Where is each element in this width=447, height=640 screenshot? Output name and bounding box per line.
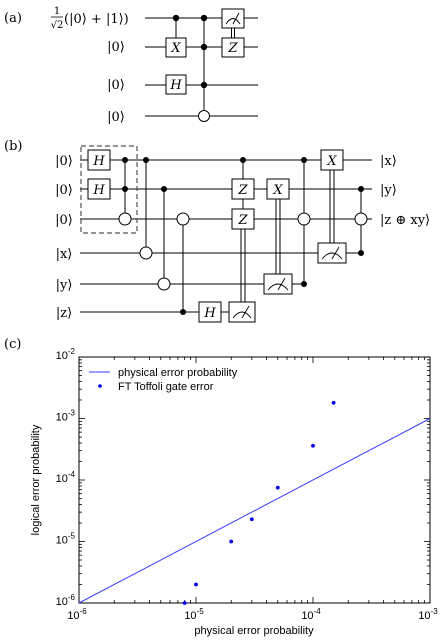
legend-point-swatch xyxy=(98,384,102,388)
legend-entry-line: physical error probability xyxy=(118,367,238,379)
data-point-toffoli-error xyxy=(249,517,254,522)
axis-ticks: 10-6 10-5 10-4 10-3 10-6 10-5 10-4 10-3 10-2 xyxy=(56,347,439,622)
circuit-b-output: |y⟩ xyxy=(380,183,397,198)
h-gate xyxy=(87,149,111,171)
z-gate-label: Z xyxy=(227,41,238,56)
xor-target xyxy=(354,212,368,226)
circuit-b-input: |0⟩ xyxy=(55,183,73,198)
x-tick-label: 10-6 xyxy=(67,607,87,622)
circuit-b-input: |z⟩ xyxy=(56,306,72,321)
xor-target xyxy=(157,277,171,291)
z-gate-label: Z xyxy=(237,213,248,228)
series-layer xyxy=(78,400,431,605)
y-axis-label: logical error probability xyxy=(30,424,42,535)
control-dot xyxy=(200,43,208,51)
series-line-physical-error xyxy=(78,418,431,604)
data-point-toffoli-error xyxy=(275,485,280,490)
circuit-b-input: |y⟩ xyxy=(56,278,73,293)
control-dot xyxy=(122,157,128,163)
circuit-a: 1 √2 (|0⟩ + |1⟩) |0⟩ |0⟩ |0⟩ X H xyxy=(51,6,258,125)
z-gate xyxy=(231,208,255,230)
h-gate-label: H xyxy=(169,78,182,93)
control-dot xyxy=(358,186,364,192)
x-gate xyxy=(165,37,187,58)
xor-target xyxy=(198,110,210,122)
circuit-b-output: |z ⊕ xy⟩ xyxy=(380,213,430,228)
panel-label-a: (a) xyxy=(4,11,22,26)
control-dot xyxy=(200,14,208,22)
circuit-b: |0⟩ |0⟩ |0⟩ |x⟩ |y⟩ |z⟩ H H xyxy=(55,145,430,323)
meter-arc xyxy=(232,311,252,319)
y-tick-label: 10-2 xyxy=(56,347,76,362)
data-point-toffoli-error xyxy=(311,443,315,448)
panel-label-c: (c) xyxy=(4,337,21,352)
circuit-a-input-2: |0⟩ xyxy=(107,40,125,55)
frac-denominator: √2 xyxy=(51,20,64,31)
xor-target xyxy=(176,212,190,226)
control-dot xyxy=(161,186,167,192)
superposition-state: (|0⟩ + |1⟩) xyxy=(64,12,129,27)
h-gate-label: H xyxy=(92,183,105,198)
control-dot xyxy=(301,281,307,287)
circuit-a-input-3: |0⟩ xyxy=(107,78,125,93)
data-point-toffoli-error xyxy=(229,539,234,544)
xor-target xyxy=(139,246,153,260)
x-gate-label: X xyxy=(326,154,337,169)
h-gate xyxy=(165,74,187,95)
xor-target xyxy=(118,212,132,226)
meter-needle xyxy=(277,277,286,291)
x-gate-label: X xyxy=(170,41,181,56)
control-dot xyxy=(240,157,246,163)
meter-needle xyxy=(232,12,240,25)
xor-target xyxy=(297,212,311,226)
x-tick-label: 10-3 xyxy=(418,607,438,622)
panel-label-b: (b) xyxy=(4,139,22,154)
data-point-toffoli-error xyxy=(331,400,336,405)
control-dot xyxy=(143,157,149,163)
x-gate-label: X xyxy=(272,183,283,198)
chart: 10-6 10-5 10-4 10-3 10-6 10-5 10-4 10-3 10-2 phy… xyxy=(30,347,438,637)
y-tick-label: 10-5 xyxy=(56,532,76,547)
y-tick-label: 10-4 xyxy=(56,470,76,485)
meter-arc xyxy=(321,252,343,260)
plot-area xyxy=(78,356,431,604)
z-gate-label: Z xyxy=(237,183,248,198)
frac-numerator: 1 xyxy=(54,6,60,17)
circuit-a-input-4: |0⟩ xyxy=(107,110,125,125)
control-dot xyxy=(358,250,364,256)
control-dot xyxy=(301,157,307,163)
data-point-toffoli-error xyxy=(182,601,187,605)
legend: physical error probability FT Toffoli ga… xyxy=(89,367,238,393)
x-gate xyxy=(320,149,344,171)
meter-needle xyxy=(241,305,250,319)
y-tick-label: 10-6 xyxy=(56,593,76,608)
x-tick-label: 10-5 xyxy=(184,607,204,622)
meter-arc xyxy=(225,18,241,25)
circuit-b-input: |x⟩ xyxy=(56,247,73,262)
y-tick-label: 10-3 xyxy=(56,409,76,424)
control-dot xyxy=(122,186,128,192)
h-gate xyxy=(198,301,222,323)
circuit-b-input: |0⟩ xyxy=(55,213,73,228)
control-dot xyxy=(200,81,208,89)
meter-arc xyxy=(267,283,289,291)
h-gate-label: H xyxy=(92,154,105,169)
data-point-toffoli-error xyxy=(194,582,198,587)
meter-needle xyxy=(331,246,340,260)
h-gate-label: H xyxy=(203,306,216,321)
h-gate xyxy=(87,178,111,200)
z-gate xyxy=(221,37,245,58)
control-dot xyxy=(172,14,180,22)
x-tick-label: 10-4 xyxy=(301,607,321,622)
legend-entry-points: FT Toffoli gate error xyxy=(118,381,214,393)
circuit-b-input: |0⟩ xyxy=(55,154,73,169)
control-dot xyxy=(180,309,186,315)
x-axis-label: physical error probability xyxy=(194,625,314,637)
ancilla-prep-box xyxy=(80,145,138,234)
circuit-b-output: |x⟩ xyxy=(380,154,397,169)
x-gate xyxy=(266,178,290,200)
circuit-a-input-superposition: 1 √2 (|0⟩ + |1⟩) xyxy=(51,6,129,31)
